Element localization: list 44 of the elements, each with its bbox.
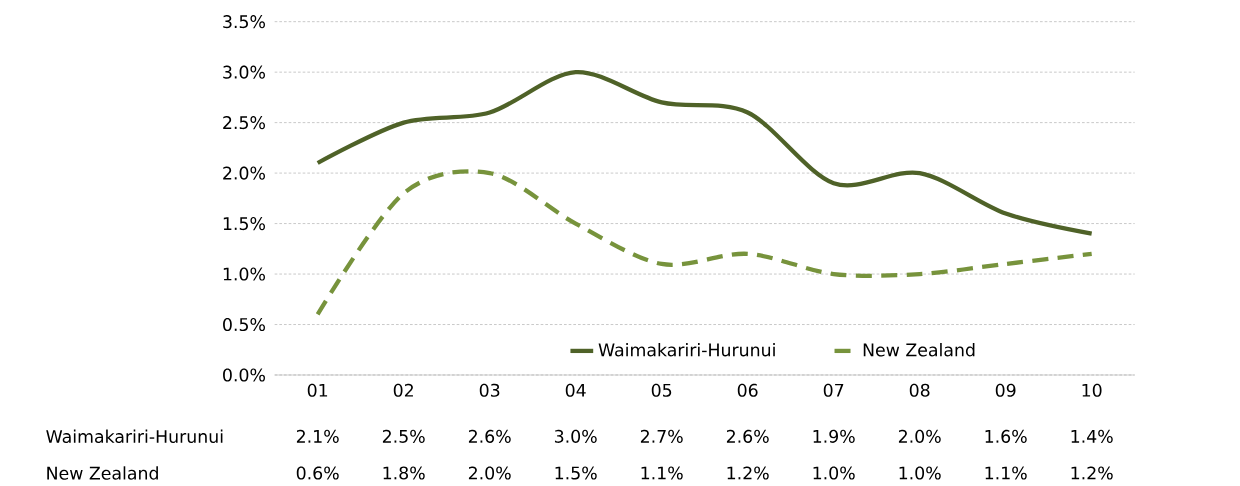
data-label: 1.8% — [383, 466, 425, 480]
x-tick-label: 04 — [565, 383, 586, 397]
data-label: 2.0% — [898, 429, 941, 443]
data-label: 1.0% — [899, 466, 941, 480]
x-tick-label: 06 — [737, 383, 758, 397]
x-tick-label: 07 — [823, 383, 844, 397]
data-label: 3.0% — [554, 429, 597, 443]
data-label: 2.1% — [296, 429, 339, 443]
y-tick-label: 0.5% — [223, 317, 265, 332]
x-tick-label: 08 — [909, 383, 930, 397]
text: Waimakariri-Hurunui — [46, 429, 223, 444]
x-tick-label: 01 — [307, 383, 328, 397]
y-tick-label: 2.0% — [223, 166, 265, 180]
data-label: 1.1% — [985, 466, 1027, 480]
line-series — [315, 169, 1094, 317]
x-tick-label: 03 — [479, 383, 500, 397]
y-tick-label: 1.5% — [223, 217, 265, 231]
legend-label: Waimakariri-Hurunui — [598, 343, 775, 357]
y-tick-label: 3.5% — [223, 15, 265, 29]
text: New Zealand — [47, 466, 158, 480]
data-label: 1.4% — [1071, 429, 1113, 443]
data-label: 1.9% — [813, 429, 855, 443]
data-label: 1.1% — [641, 466, 683, 480]
y-tick-label: 2.5% — [223, 116, 265, 130]
data-label: 2.6% — [468, 429, 511, 443]
data-label: 2.0% — [468, 466, 511, 480]
y-tick-label: 1.0% — [223, 267, 265, 281]
line-series — [315, 70, 1094, 236]
data-label: 2.6% — [726, 429, 769, 443]
y-tick-label: 0.0% — [223, 368, 265, 382]
legend-label: New Zealand — [863, 343, 975, 357]
data-label: 0.6% — [296, 466, 339, 480]
data-label: 1.2% — [1071, 466, 1113, 480]
x-tick-label: 02 — [393, 383, 413, 397]
x-tick-label: 10 — [1082, 383, 1102, 397]
x-tick-label: 09 — [995, 383, 1016, 397]
data-label: 1.5% — [555, 466, 597, 480]
y-tick-label: 3.0% — [223, 65, 265, 79]
x-tick-label: 05 — [651, 383, 672, 397]
data-label: 1.6% — [985, 429, 1027, 443]
data-label: 1.2% — [727, 466, 769, 480]
data-label: 1.0% — [813, 466, 855, 480]
data-label: 2.7% — [640, 429, 683, 443]
data-label: 2.5% — [382, 429, 425, 443]
